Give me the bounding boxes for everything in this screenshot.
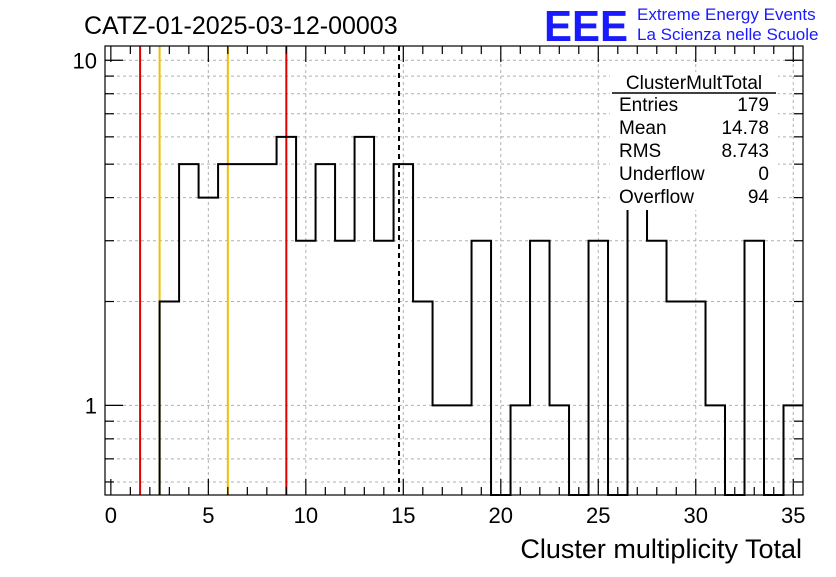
stats-row-label: Mean <box>619 118 667 139</box>
histogram-bin <box>511 405 530 495</box>
x-tick-label: 10 <box>294 503 318 528</box>
stats-row-value: 94 <box>748 187 770 208</box>
histogram-bin <box>394 164 413 495</box>
histogram-bin <box>472 241 491 495</box>
stats-row-label: Underflow <box>619 164 705 185</box>
x-tick-label: 15 <box>391 503 415 528</box>
stats-box-title: ClusterMultTotal <box>626 73 762 94</box>
x-tick-label: 20 <box>489 503 513 528</box>
stats-row-value: 179 <box>737 95 769 116</box>
stats-row-label: Overflow <box>619 187 694 208</box>
histogram-bin <box>257 164 276 495</box>
histogram-bin <box>218 164 237 495</box>
histogram-bin <box>296 241 315 495</box>
histogram-bin <box>706 405 725 495</box>
histogram-bin <box>199 198 218 495</box>
stats-row-label: Entries <box>619 95 678 116</box>
histogram-bin <box>686 302 705 495</box>
histogram-bin <box>452 405 471 495</box>
histogram-bin <box>277 137 296 495</box>
chart-title: CATZ-01-2025-03-12-00003 <box>84 12 398 40</box>
histogram-bin <box>238 164 257 495</box>
x-tick-label: 30 <box>684 503 708 528</box>
histogram-bin <box>374 241 393 495</box>
histogram-bin <box>647 241 666 495</box>
histogram-bin <box>433 405 452 495</box>
x-tick-label: 5 <box>202 503 214 528</box>
y-tick-label: 10 <box>73 48 97 73</box>
histogram-bin <box>355 137 374 495</box>
x-tick-label: 0 <box>105 503 117 528</box>
y-tick-label: 1 <box>85 393 97 418</box>
histogram-bin <box>745 241 764 495</box>
histogram-bin <box>550 405 569 495</box>
histogram-bin <box>335 241 354 495</box>
histogram-bin <box>530 241 549 495</box>
x-tick-label: 25 <box>586 503 610 528</box>
histogram-bin <box>160 302 179 495</box>
x-tick-label: 35 <box>781 503 805 528</box>
eee-logo: EEE Extreme Energy Events La Scienza nel… <box>544 2 818 51</box>
histogram-outline <box>158 135 803 496</box>
stats-box-rows: Entries 179 Mean 14.78 RMS 8.743 Underflow 0 Ove… <box>619 95 769 208</box>
x-axis-label: Cluster multiplicity Total <box>520 534 802 564</box>
plot-frame <box>104 45 804 496</box>
stats-row-value: 0 <box>758 164 769 185</box>
stats-row-value: 8.743 <box>721 141 769 162</box>
x-axis-ticks: 0 5 10 15 20 25 30 35 <box>105 46 805 528</box>
histogram-bin <box>316 164 335 495</box>
eee-logo-line1: Extreme Energy Events <box>637 5 816 24</box>
eee-logo-mark: EEE <box>544 2 628 51</box>
stats-row-value: 14.78 <box>721 118 769 139</box>
eee-logo-line2: La Scienza nelle Scuole <box>637 25 818 44</box>
histogram-bin <box>179 164 198 495</box>
histogram-bin <box>589 241 608 495</box>
histogram-bin <box>667 302 686 495</box>
histogram-bin <box>413 302 432 495</box>
stats-box-background <box>610 72 778 210</box>
y-axis-ticks: 1 10 <box>73 48 803 483</box>
stats-row-label: RMS <box>619 141 661 162</box>
stats-box: ClusterMultTotal Entries 179 Mean 14.78 RMS 8… <box>610 72 778 210</box>
